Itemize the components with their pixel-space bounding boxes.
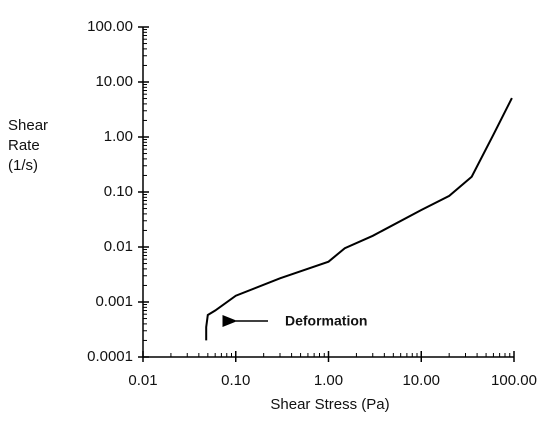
y-tick-label: 100.00	[87, 18, 133, 35]
y-axis-label: Shear Rate (1/s)	[8, 117, 49, 174]
data-line	[205, 97, 513, 341]
y-tick-label: 0.0001	[87, 348, 133, 365]
y-tick-label: 0.01	[104, 238, 133, 255]
x-tick-label: 100.00	[491, 372, 537, 389]
x-tick-label: 0.10	[221, 372, 250, 389]
y-tick-label: 0.10	[104, 183, 133, 200]
annotation: Deformation	[285, 313, 367, 329]
x-tick-label: 0.01	[128, 372, 157, 389]
x-tick-label: 1.00	[314, 372, 343, 389]
x-tick-label: 10.00	[402, 372, 440, 389]
x-axis-label: Shear Stress (Pa)	[270, 396, 389, 413]
y-tick-label: 1.00	[104, 128, 133, 145]
y-tick-label: 0.001	[95, 293, 133, 310]
y-tick-label: 10.00	[95, 73, 133, 90]
